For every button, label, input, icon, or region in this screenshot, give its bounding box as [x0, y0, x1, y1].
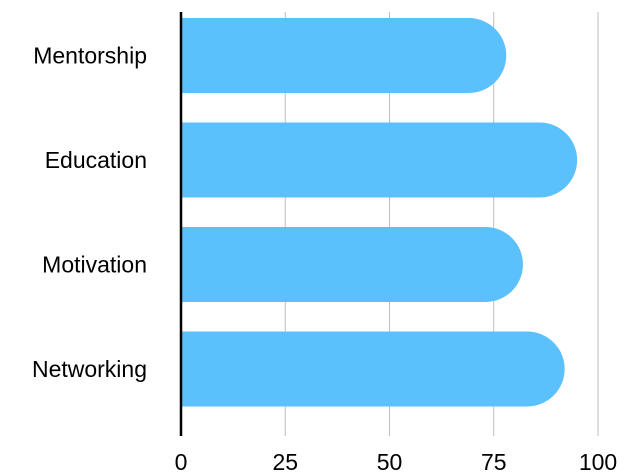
- category-label-education: Education: [45, 147, 147, 173]
- category-label-motivation: Motivation: [42, 252, 147, 278]
- x-tick-label-100: 100: [579, 449, 617, 473]
- bars: [181, 18, 578, 407]
- category-label-networking: Networking: [32, 356, 147, 382]
- category-label-mentorship: Mentorship: [33, 43, 147, 69]
- x-tick-labels: 0 25 50 75 100: [175, 449, 618, 473]
- x-tick-label-25: 25: [272, 449, 298, 473]
- x-tick-label-50: 50: [377, 449, 403, 473]
- bar-education: [181, 122, 578, 198]
- bar-motivation: [181, 227, 523, 302]
- x-tick-label-0: 0: [175, 449, 188, 473]
- x-tick-label-75: 75: [481, 449, 507, 473]
- bar-mentorship: [181, 18, 507, 93]
- bar-networking: [181, 331, 565, 407]
- category-labels: Mentorship Education Motivation Networking: [32, 43, 147, 383]
